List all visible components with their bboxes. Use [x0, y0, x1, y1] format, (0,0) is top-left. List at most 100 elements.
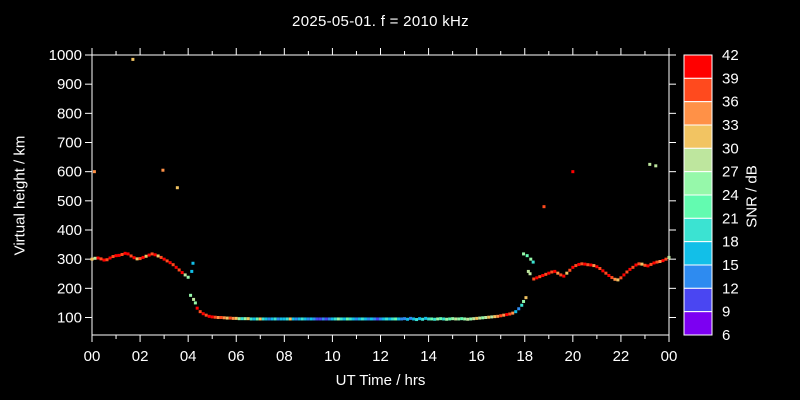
data-point [589, 263, 593, 267]
data-point [237, 317, 241, 321]
x-tick-label: 18 [516, 348, 533, 365]
data-point [372, 317, 376, 321]
plot-border [91, 54, 670, 336]
data-point [193, 301, 197, 305]
data-point [496, 314, 500, 318]
data-point [418, 317, 422, 321]
data-point [306, 317, 310, 321]
data-point [622, 273, 626, 277]
data-point [348, 317, 352, 321]
data-point [92, 170, 96, 174]
data-point [472, 317, 476, 321]
data-point [171, 263, 175, 267]
data-point [213, 315, 217, 319]
data-point [279, 317, 283, 321]
data-point [129, 254, 133, 258]
data-point [175, 186, 179, 190]
data-point [538, 275, 542, 279]
chart-title: 2025-05-01. f = 2010 kHz [292, 13, 469, 30]
colorbar-segment [683, 77, 713, 103]
data-point [354, 317, 358, 321]
data-point [586, 263, 590, 267]
data-point [153, 253, 157, 257]
data-point [117, 253, 121, 257]
colorbar-tick-label: 27 [722, 164, 739, 181]
data-point [261, 317, 265, 321]
data-point [135, 257, 139, 261]
data-point [550, 270, 554, 274]
x-axis-label: UT Time / hrs [335, 372, 426, 389]
data-point [484, 316, 488, 319]
data-point [138, 257, 142, 261]
data-point [577, 262, 581, 266]
data-point [191, 261, 195, 265]
data-point [394, 317, 398, 321]
data-point [499, 314, 503, 318]
data-point [445, 317, 449, 321]
data-point [574, 264, 578, 268]
data-point [210, 315, 214, 319]
colorbar-tick-label: 42 [722, 47, 739, 64]
data-point [531, 260, 535, 264]
x-tick-label: 00 [661, 348, 678, 365]
colorbar-tick-label: 15 [722, 257, 739, 274]
colorbar-tick-label: 6 [722, 327, 730, 344]
data-point [553, 269, 557, 273]
data-point [613, 277, 617, 281]
data-point [667, 255, 671, 259]
data-point [616, 278, 620, 282]
data-point [114, 254, 118, 258]
data-point [141, 255, 145, 259]
data-point [105, 258, 109, 262]
x-tick-label: 20 [564, 348, 581, 365]
y-tick-label: 200 [57, 280, 82, 297]
data-point [132, 256, 136, 260]
data-point [177, 268, 181, 272]
colorbar-tick-label: 12 [722, 280, 739, 297]
data-point [559, 273, 563, 277]
colorbar-tick-label: 30 [722, 140, 739, 157]
y-tick-label: 800 [57, 105, 82, 122]
y-tick-label: 300 [57, 251, 82, 268]
data-point [111, 255, 115, 259]
data-point [448, 317, 452, 321]
data-point [625, 270, 629, 274]
data-point [571, 170, 575, 174]
data-point [439, 317, 443, 321]
colorbar-tick-label: 9 [722, 304, 730, 321]
data-point [309, 317, 313, 321]
data-point [192, 297, 196, 301]
data-point [634, 263, 638, 267]
data-point [267, 317, 271, 321]
data-point [385, 317, 389, 321]
data-point [180, 271, 184, 275]
colorbar-segment [683, 171, 713, 196]
data-point [150, 252, 154, 256]
data-point [517, 307, 521, 311]
data-point [291, 317, 295, 321]
data-point [144, 254, 148, 258]
data-point [120, 253, 124, 256]
data-point [412, 317, 416, 321]
data-point [592, 264, 596, 268]
data-point [249, 317, 253, 321]
data-point [345, 317, 349, 321]
data-point [654, 164, 658, 168]
data-point [273, 317, 277, 321]
data-point [528, 272, 532, 276]
data-point [451, 317, 455, 321]
data-point [556, 271, 560, 275]
data-point [276, 317, 280, 321]
data-point [469, 317, 473, 321]
x-tick-label: 04 [180, 348, 197, 365]
data-point [649, 262, 653, 266]
data-point [568, 268, 572, 272]
data-point [436, 317, 440, 321]
y-tick-label: 400 [57, 222, 82, 239]
data-point [427, 317, 431, 321]
data-point [598, 267, 602, 270]
colorbar-segment [683, 54, 713, 79]
data-point [198, 310, 202, 314]
data-point [541, 274, 545, 277]
data-point [487, 315, 491, 319]
